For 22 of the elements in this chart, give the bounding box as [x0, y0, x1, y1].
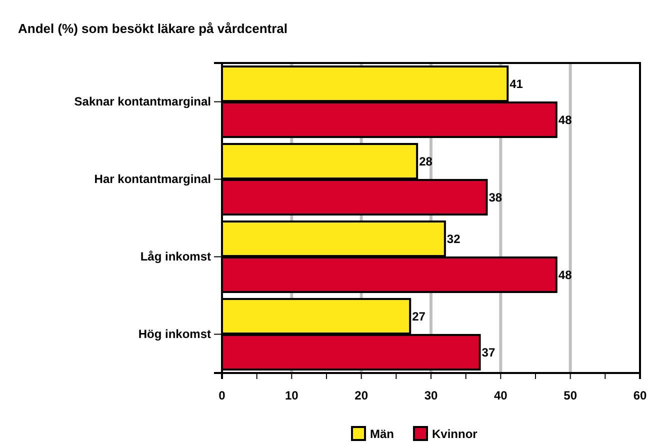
data-label: 41: [510, 76, 524, 91]
data-label: 27: [412, 309, 426, 324]
chart-title: Andel (%) som besökt läkare på vårdcentral: [18, 21, 288, 36]
data-label: 32: [446, 232, 461, 246]
x-tick-label: 40: [494, 388, 508, 403]
y-tick-label: Har kontantmarginal: [94, 172, 211, 186]
x-tick-label: 0: [218, 388, 226, 403]
data-label: 48: [558, 112, 572, 127]
x-tick-label: 60: [633, 388, 647, 403]
legend-label: Män: [370, 427, 394, 441]
data-label: 38: [488, 190, 502, 204]
x-tick-label: 20: [354, 388, 368, 403]
data-label: 28: [419, 154, 433, 168]
y-tick-label: Låg inkomst: [140, 250, 211, 264]
x-tick-label: 10: [284, 388, 299, 403]
legend-label: Kvinnor: [432, 427, 478, 441]
data-label: 37: [482, 345, 496, 360]
y-tick-label: Hög inkomst: [138, 327, 211, 342]
x-tick-label: 30: [424, 388, 438, 403]
data-label: 48: [558, 268, 572, 282]
y-tick-label: Saknar kontantmarginal: [74, 94, 211, 109]
x-tick-label: 50: [564, 388, 578, 403]
